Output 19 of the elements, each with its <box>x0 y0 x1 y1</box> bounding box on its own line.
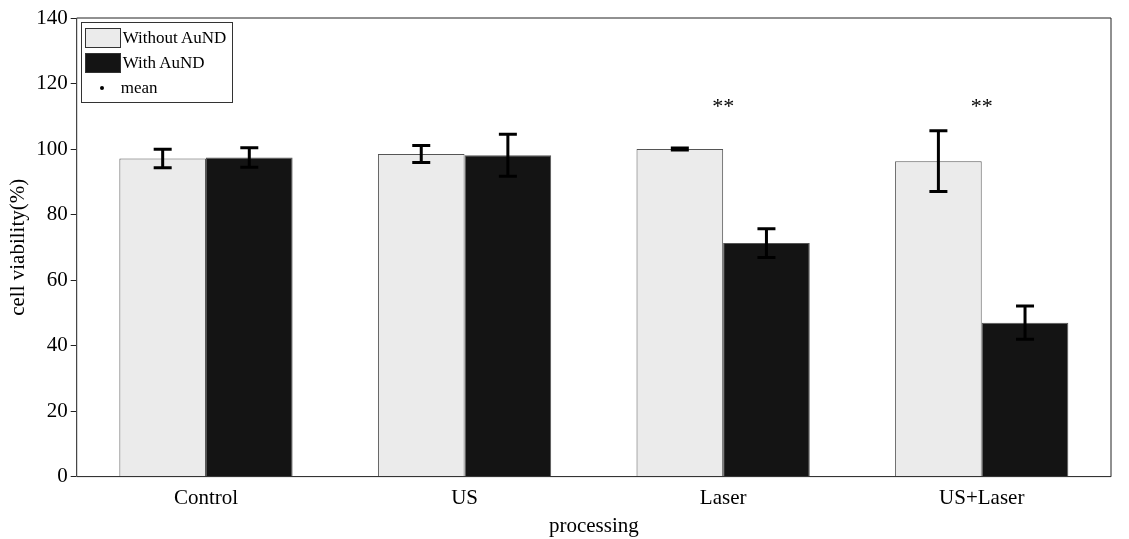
legend-label: mean <box>120 77 158 98</box>
legend-label: With AuND <box>122 52 205 73</box>
annotation: ** <box>970 93 993 119</box>
y-tick-label: 120 <box>36 70 68 95</box>
y-tick-label: 100 <box>36 135 68 160</box>
y-tick-label: 40 <box>46 332 68 357</box>
y-tick-label: 60 <box>46 266 68 291</box>
legend-label: Without AuND <box>122 27 227 48</box>
x-axis-title: processing <box>548 512 640 537</box>
x-tick-label: Laser <box>699 484 747 509</box>
x-tick-label: Control <box>173 484 239 509</box>
y-tick-label: 140 <box>36 4 68 29</box>
x-tick-label: US+Laser <box>939 484 1025 509</box>
y-tick-label: 20 <box>46 397 68 422</box>
y-tick-label: 80 <box>46 201 68 226</box>
x-tick-label: US <box>451 484 478 509</box>
y-tick-label: 0 <box>57 463 68 488</box>
y-axis-title: cell viability(%) <box>5 178 30 316</box>
annotation: ** <box>712 93 735 119</box>
